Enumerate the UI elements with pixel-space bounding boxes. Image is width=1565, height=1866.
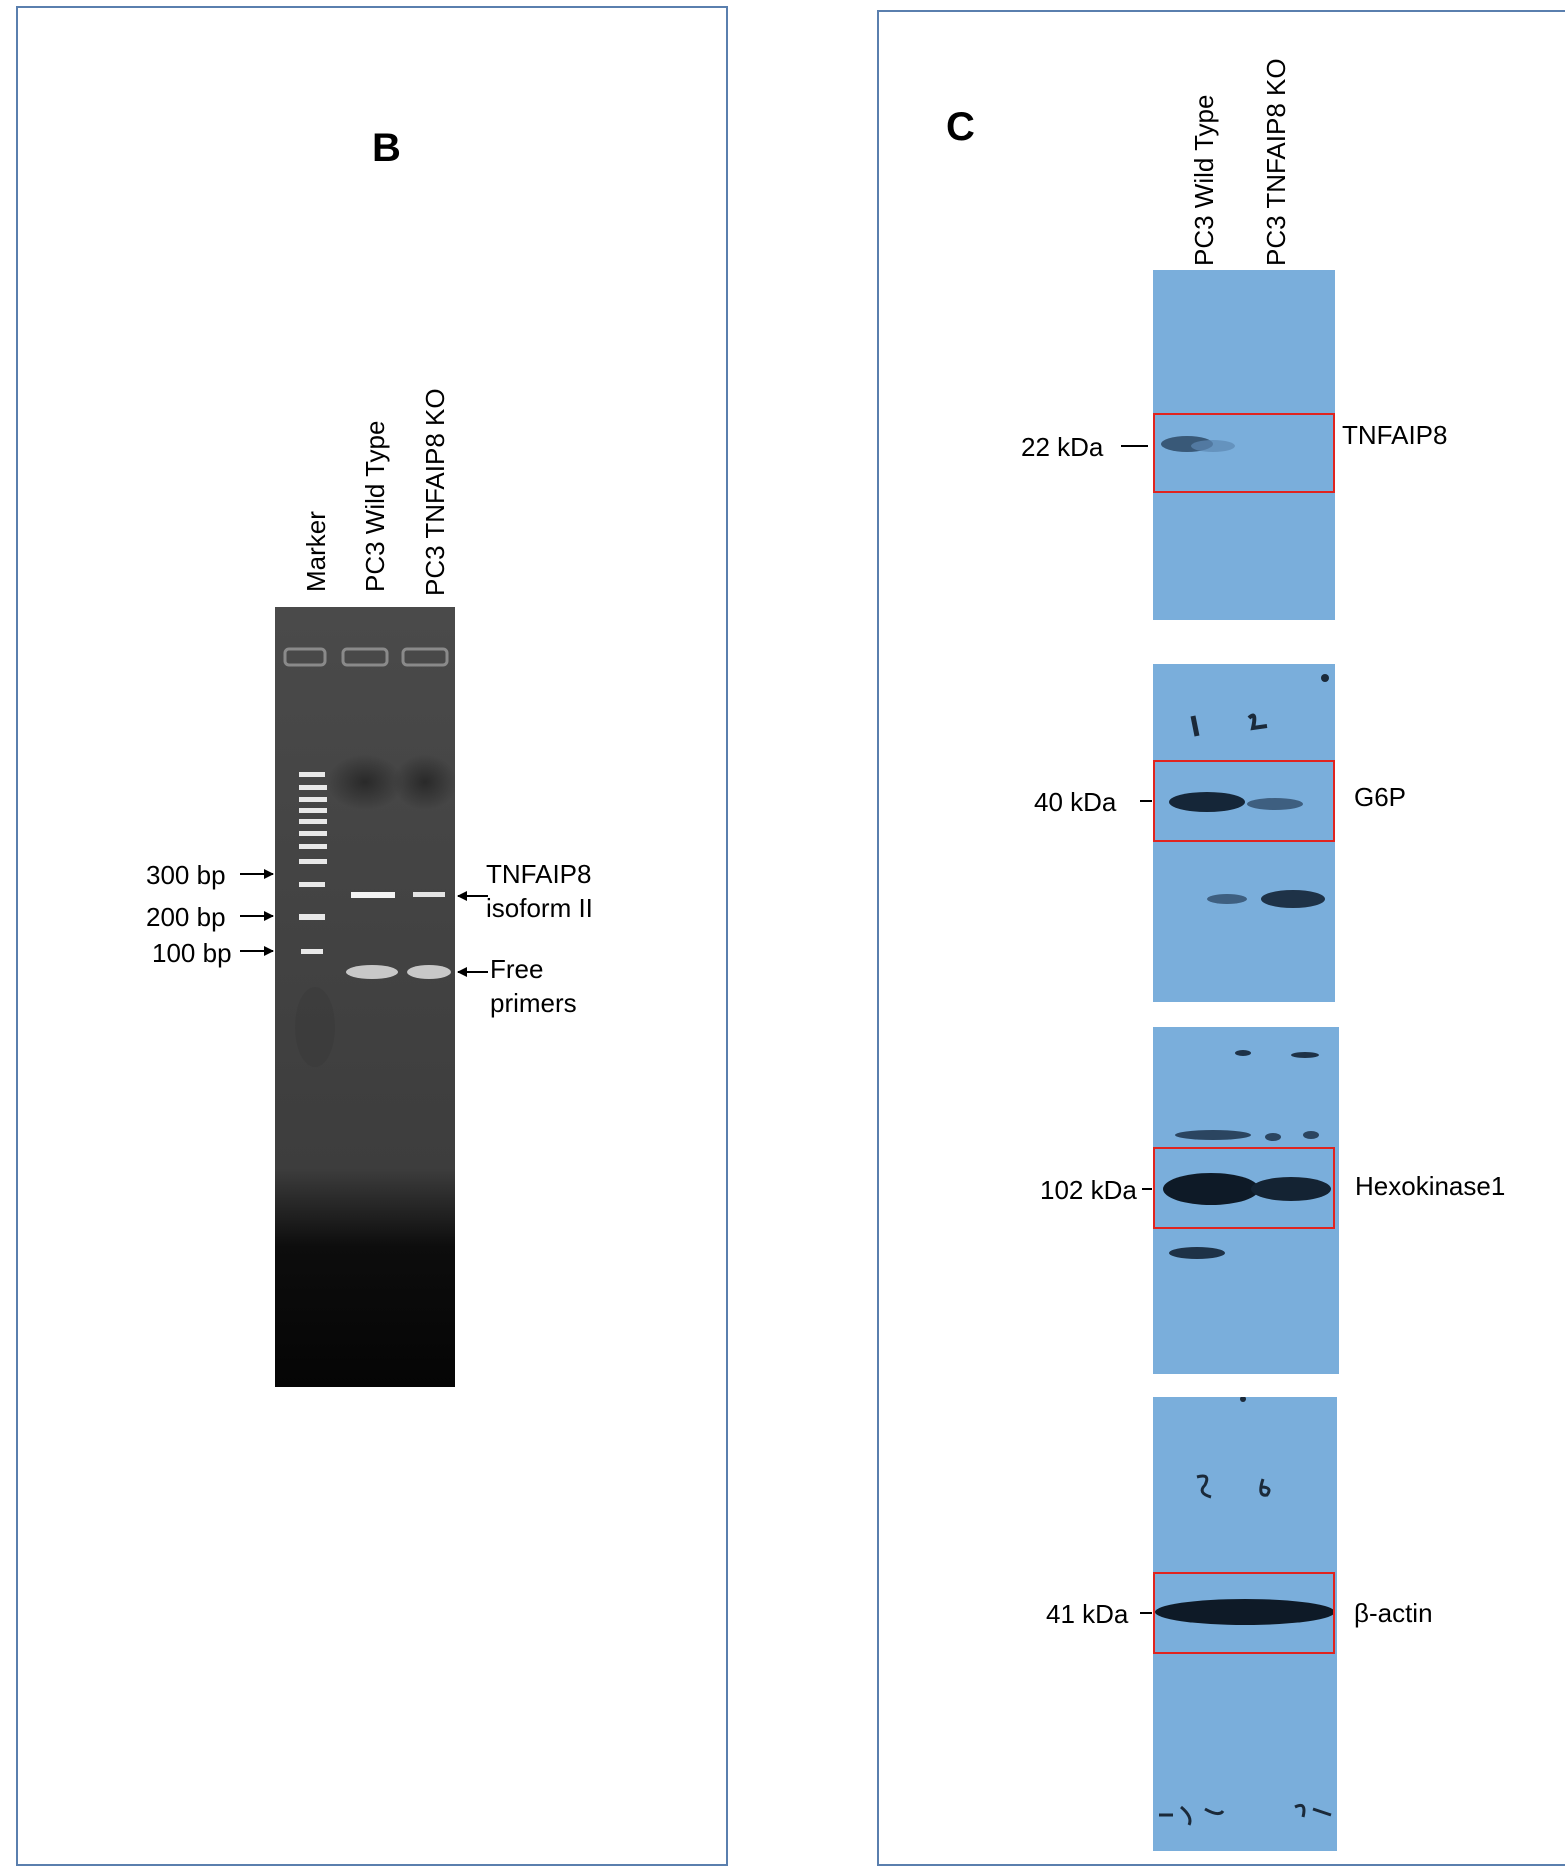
highlight-box-beta-actin [1153,1572,1335,1654]
lane-label-marker: Marker [301,511,331,592]
size-label-tnfaip8: 22 kDa [1021,432,1104,462]
blot-g6p [1153,664,1335,1002]
lane-label-wild-type: PC3 Wild Type [360,420,390,592]
size-label-hexokinase1: 102 kDa [1040,1175,1137,1205]
blot-beta-actin [1153,1397,1337,1851]
panel-b-letter: B [372,126,401,170]
blot-beta-actin-bands [1155,1397,1335,1826]
lane-label-ko: PC3 TNFAIP8 KO [420,388,450,596]
primer-label-primers: primers [490,988,577,1018]
marker-200bp: 200 bp [146,902,226,932]
lane-label-wild-type-c: PC3 Wild Type [1189,94,1219,266]
highlight-box-hexokinase1 [1153,1147,1335,1229]
band-label-tnfaip8: TNFAIP8 [486,859,592,889]
blot-tnfaip8-bands [1161,436,1235,452]
lane-label-ko-c: PC3 TNFAIP8 KO [1261,58,1291,266]
protein-label-tnfaip8: TNFAIP8 [1342,420,1448,450]
blot-tnfaip8 [1153,270,1335,620]
panel-c-letter: C [946,105,975,149]
agarose-gel-image [275,607,457,1387]
size-label-beta-actin: 41 kDa [1046,1599,1129,1629]
protein-label-hexokinase1: Hexokinase1 [1355,1171,1506,1201]
gel-bands [275,607,457,1387]
protein-label-beta-actin: β-actin [1354,1598,1433,1628]
blot-hexokinase1 [1153,1027,1339,1374]
blot-hexokinase1-bands [1163,1050,1331,1259]
band-label-isoform: isoform II [486,893,593,923]
marker-300bp: 300 bp [146,860,226,890]
primer-label-free: Free [490,954,544,984]
protein-label-g6p: G6P [1354,782,1407,812]
blot-g6p-bands [1169,674,1329,908]
size-label-g6p: 40 kDa [1034,787,1117,817]
highlight-box-g6p [1153,760,1335,842]
marker-100bp: 100 bp [152,938,232,968]
highlight-box-tnfaip8 [1153,413,1335,493]
